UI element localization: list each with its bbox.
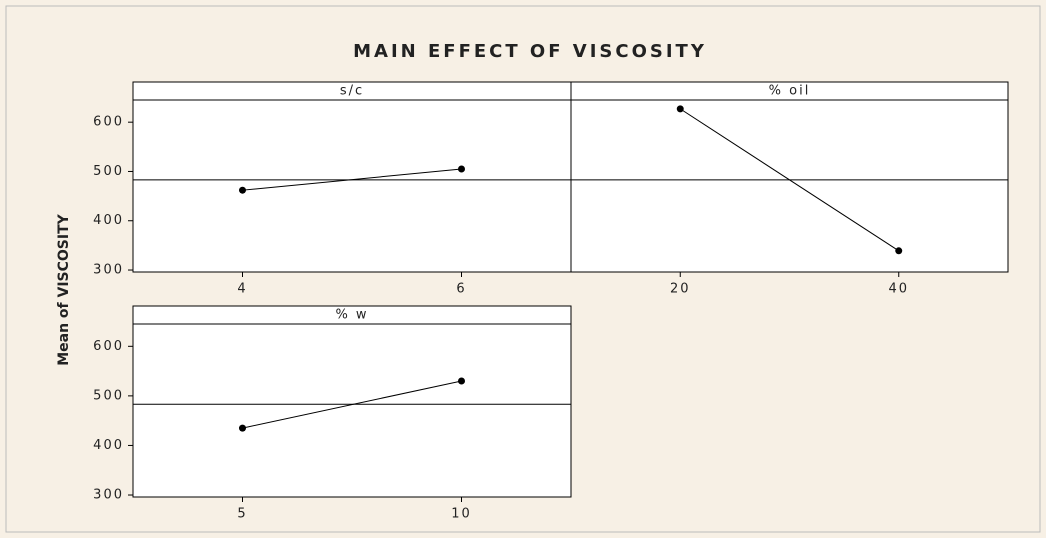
point [239,186,246,194]
x-tick-label: 10 [451,507,472,522]
point [239,424,246,432]
y-tick-label: 600 [93,339,124,354]
x-tick-label: 4 [237,282,247,297]
plot-area [132,99,572,273]
panel-title: s/c [340,84,364,99]
point [676,105,684,113]
effect-line [242,168,462,191]
y-tick-label: 400 [93,438,124,453]
point [458,165,465,173]
effect-line [679,108,900,252]
x-tick-label: 6 [456,282,466,297]
plot-area [570,99,1009,273]
panel-title: % w [335,308,368,323]
plot-area [132,323,572,498]
effect-line [242,380,462,429]
x-tick-label: 20 [670,282,691,297]
y-tick-label: 300 [93,263,124,278]
point [458,377,465,385]
y-tick-label: 600 [93,115,124,130]
chart-title: MAIN EFFECT OF VISCOSITY [353,41,707,62]
x-tick-label: 5 [237,507,247,522]
point [895,247,903,255]
y-tick-label: 300 [93,488,124,503]
panel-title: % oil [769,84,811,99]
y-tick-label: 500 [93,164,124,179]
x-tick-label: 40 [888,282,909,297]
y-tick-label: 400 [93,213,124,228]
frame [5,5,1041,533]
y-axis-label: Mean of VISCOSITY [56,213,72,365]
y-tick-label: 500 [93,388,124,403]
